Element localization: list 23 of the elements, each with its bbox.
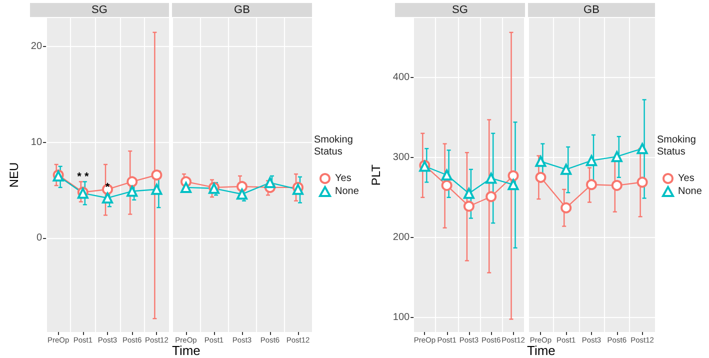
x-axis-title: Time [527,343,556,358]
y-tick-label: 20 [30,41,42,52]
y-axis-title: PLT [369,164,383,186]
legend-label: None [335,186,360,197]
chart-title: GB [234,4,250,16]
y-axis-title: NEU [7,162,21,188]
annotation: * [105,181,110,194]
legend-title: Smoking Status [657,134,699,158]
x-axis-title: Time [172,343,200,358]
legend-label: Yes [678,173,694,184]
chart-title: SG [92,4,108,16]
y-tick-label: 0 [36,232,42,244]
annotation: * * [77,170,90,183]
y-tick-label: 400 [392,72,410,83]
chart-title: GB [584,4,600,16]
legend-label: Yes [335,173,352,184]
chart-title: SG [452,4,468,16]
legend-label: None [678,186,702,197]
y-tick-label: 100 [392,312,410,324]
y-tick-label: 10 [30,136,42,148]
y-tick-label: 300 [392,152,410,163]
y-tick-label: 200 [392,232,410,243]
legend-title: Smoking Status [314,134,356,158]
